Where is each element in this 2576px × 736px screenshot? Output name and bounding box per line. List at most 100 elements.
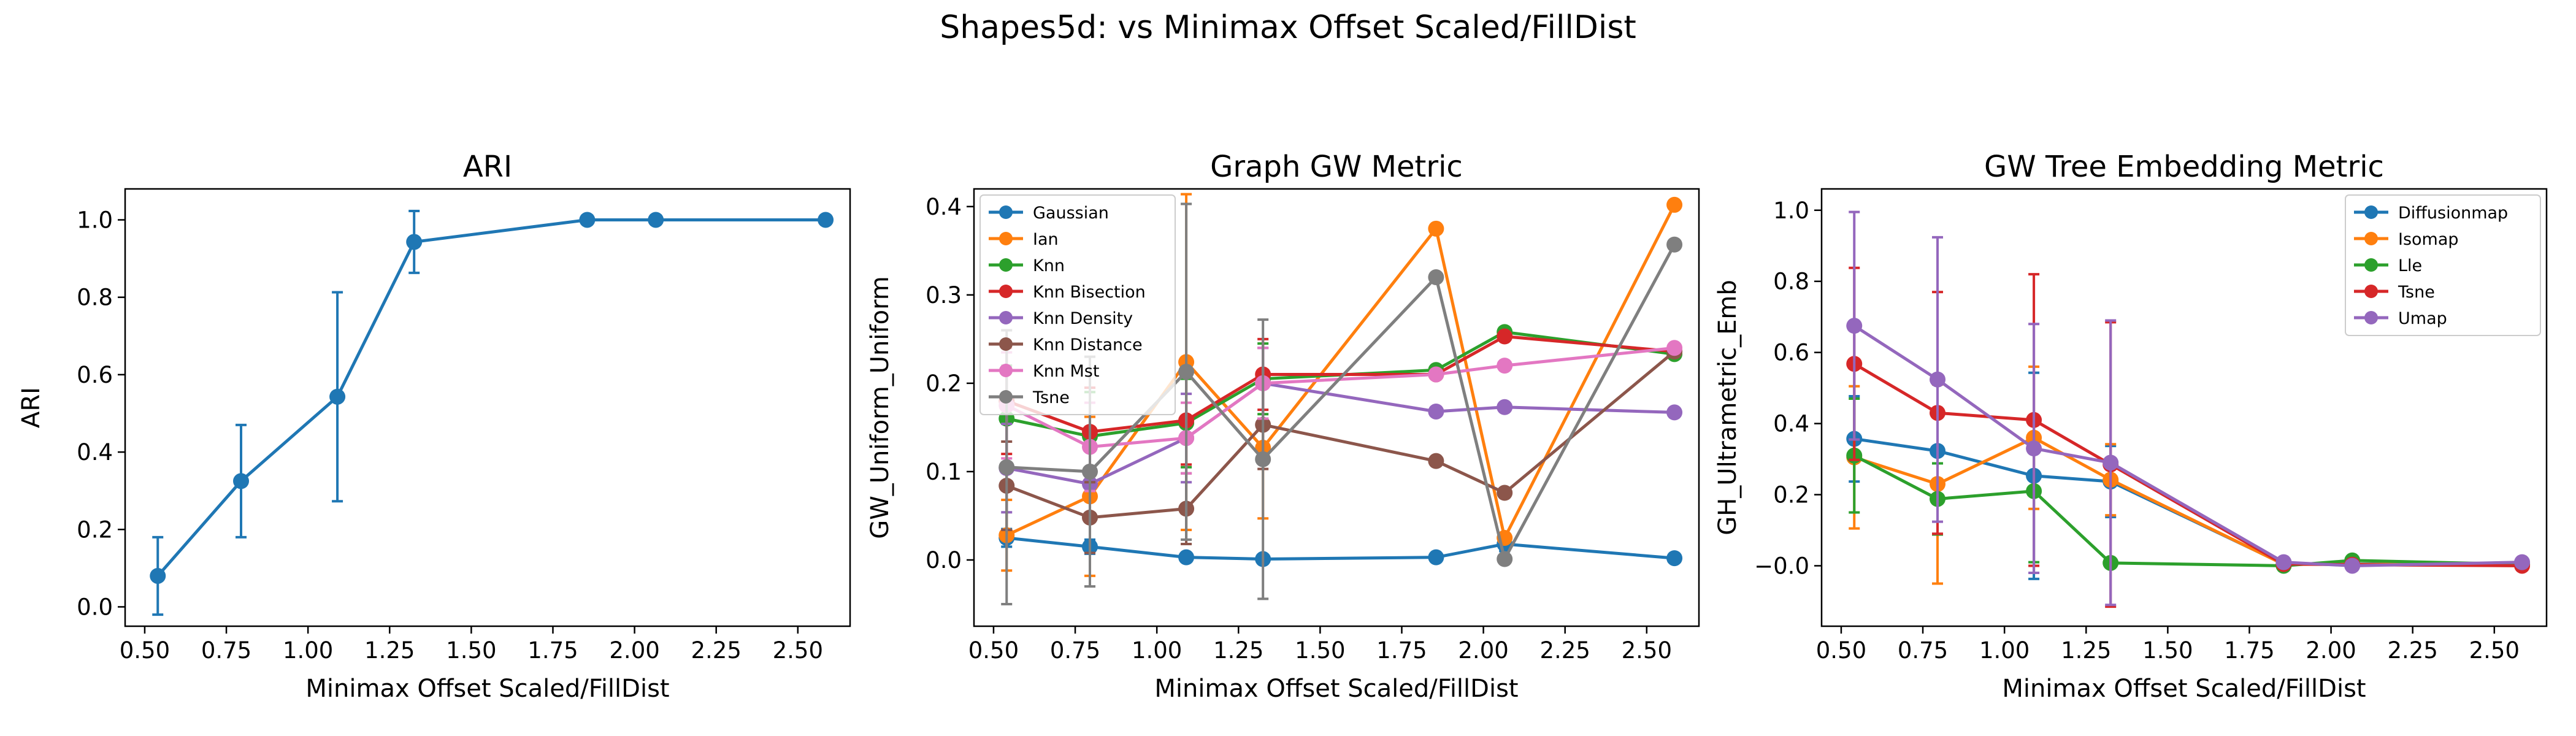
- legend-label: Knn: [1033, 256, 1065, 275]
- legend-label: Knn Bisection: [1033, 283, 1146, 302]
- series-0: [150, 209, 834, 616]
- legend-item: Lle: [2354, 256, 2422, 275]
- data-point: [1666, 404, 1683, 421]
- data-point: [1428, 220, 1444, 237]
- y-tick-label: 0.4: [926, 194, 962, 220]
- chart-panel-3: GW Tree Embedding Metric 0.50 0.75 1.00 1.25…: [1714, 150, 2548, 703]
- x-axis-label: Minimax Offset Scaled/FillDist: [305, 675, 669, 703]
- data-point: [579, 212, 596, 228]
- legend-label: Umap: [2398, 309, 2447, 328]
- data-point: [406, 234, 423, 250]
- legend-item: Knn Density: [989, 309, 1133, 328]
- data-point: [233, 473, 250, 489]
- x-tick-label: 2.50: [773, 637, 823, 664]
- x-tick-label: 1.75: [1376, 637, 1427, 664]
- data-point: [150, 567, 166, 584]
- legend-swatch-marker: [999, 337, 1013, 351]
- panel-title: Graph GW Metric: [1210, 150, 1463, 184]
- x-tick-label: 1.75: [2224, 637, 2274, 664]
- legend-swatch-marker: [999, 205, 1013, 219]
- data-point: [2275, 554, 2292, 570]
- legend-item: Knn: [989, 256, 1065, 275]
- legend-label: Knn Mst: [1033, 362, 1099, 381]
- x-tick-label: 2.50: [2469, 637, 2520, 664]
- legend-swatch-marker: [999, 232, 1013, 245]
- data-point: [1666, 236, 1683, 253]
- x-tick-label: 2.00: [1458, 637, 1508, 664]
- x-tick-label: 1.25: [364, 637, 415, 664]
- data-point: [1930, 371, 1946, 388]
- y-tick-label: −0.0: [1754, 553, 1809, 579]
- legend-item: Knn Distance: [989, 335, 1143, 355]
- series-umap: [1846, 210, 2531, 607]
- x-tick-label: 2.50: [1622, 637, 1672, 664]
- x-tick-label: 1.50: [2142, 637, 2193, 664]
- legend-item: Ian: [989, 230, 1059, 249]
- data-point: [1428, 269, 1444, 286]
- x-tick-label: 2.25: [1540, 637, 1590, 664]
- legend-label: Tsne: [1032, 388, 1070, 407]
- y-tick-label: 0.2: [77, 516, 113, 543]
- chart-panel-2: Graph GW Metric 0.50 0.75 1.00 1.25 1.50 1.75 2…: [866, 150, 1700, 703]
- data-point: [1255, 451, 1271, 467]
- y-tick-label: 0.6: [77, 362, 113, 388]
- data-point: [1666, 340, 1683, 356]
- legend-label: Tsne: [2398, 283, 2435, 302]
- y-tick-label: 0.8: [77, 285, 113, 311]
- data-point: [1082, 463, 1098, 480]
- legend-frame: [979, 194, 1176, 415]
- legend: Diffusionmap Isomap Lle Tsne Umap: [2345, 194, 2541, 336]
- data-point: [1666, 550, 1683, 567]
- x-tick-label: 0.50: [1816, 637, 1866, 664]
- legend-label: Gaussian: [1033, 204, 1109, 223]
- data-point: [2514, 554, 2531, 570]
- y-tick-label: 0.3: [926, 282, 962, 309]
- x-tick-label: 1.25: [2061, 637, 2111, 664]
- y-tick-label: 1.0: [77, 207, 113, 233]
- legend-item: Umap: [2354, 309, 2447, 328]
- data-point: [1178, 549, 1195, 565]
- y-tick-label: 0.0: [926, 547, 962, 573]
- x-tick-label: 0.75: [1898, 637, 1948, 664]
- y-tick-label: 1.0: [1773, 197, 1809, 224]
- x-tick-label: 1.25: [1213, 637, 1263, 664]
- y-tick-label: 0.0: [77, 594, 113, 620]
- legend-item: Isomap: [2354, 230, 2459, 249]
- x-tick-label: 1.50: [446, 637, 496, 664]
- data-point: [1428, 453, 1444, 469]
- plot-area: [1846, 210, 2531, 608]
- axes-frame: [1820, 188, 2548, 627]
- legend-swatch-marker: [2364, 311, 2378, 324]
- data-point: [648, 212, 664, 228]
- legend-label: Knn Density: [1033, 309, 1133, 328]
- data-point: [1428, 366, 1444, 383]
- x-tick-label: 1.00: [1132, 637, 1182, 664]
- y-tick-label: 0.4: [1773, 411, 1809, 437]
- y-tick-label: 0.1: [926, 459, 962, 485]
- axes-frame: [124, 188, 851, 627]
- x-tick-label: 0.75: [201, 637, 251, 664]
- legend-swatch-marker: [999, 311, 1013, 324]
- data-point: [1497, 485, 1513, 501]
- legend-item: Knn Bisection: [989, 283, 1146, 302]
- x-tick-label: 2.25: [2388, 637, 2438, 664]
- data-point: [1666, 196, 1683, 213]
- x-tick-label: 1.50: [1295, 637, 1345, 664]
- panel-title: GW Tree Embedding Metric: [1984, 150, 2384, 184]
- data-point: [1846, 318, 1863, 334]
- data-point: [1428, 403, 1444, 420]
- series-tsne: [999, 202, 1683, 605]
- legend-swatch-marker: [2364, 258, 2378, 272]
- y-tick-label: 0.8: [1773, 269, 1809, 295]
- legend-label: Knn Distance: [1033, 335, 1143, 355]
- chart-panel-1: ARI 0.50 0.75 1.00 1.25 1.50 1.75 2.00 2.25 2.50 0…: [17, 150, 851, 703]
- x-tick-label: 2.00: [609, 637, 659, 664]
- legend-swatch-marker: [2364, 232, 2378, 245]
- data-point: [2103, 454, 2119, 471]
- data-point: [1497, 358, 1513, 374]
- legend-swatch-marker: [999, 364, 1013, 377]
- x-axis-label: Minimax Offset Scaled/FillDist: [1154, 675, 1518, 703]
- legend-swatch-marker: [999, 285, 1013, 298]
